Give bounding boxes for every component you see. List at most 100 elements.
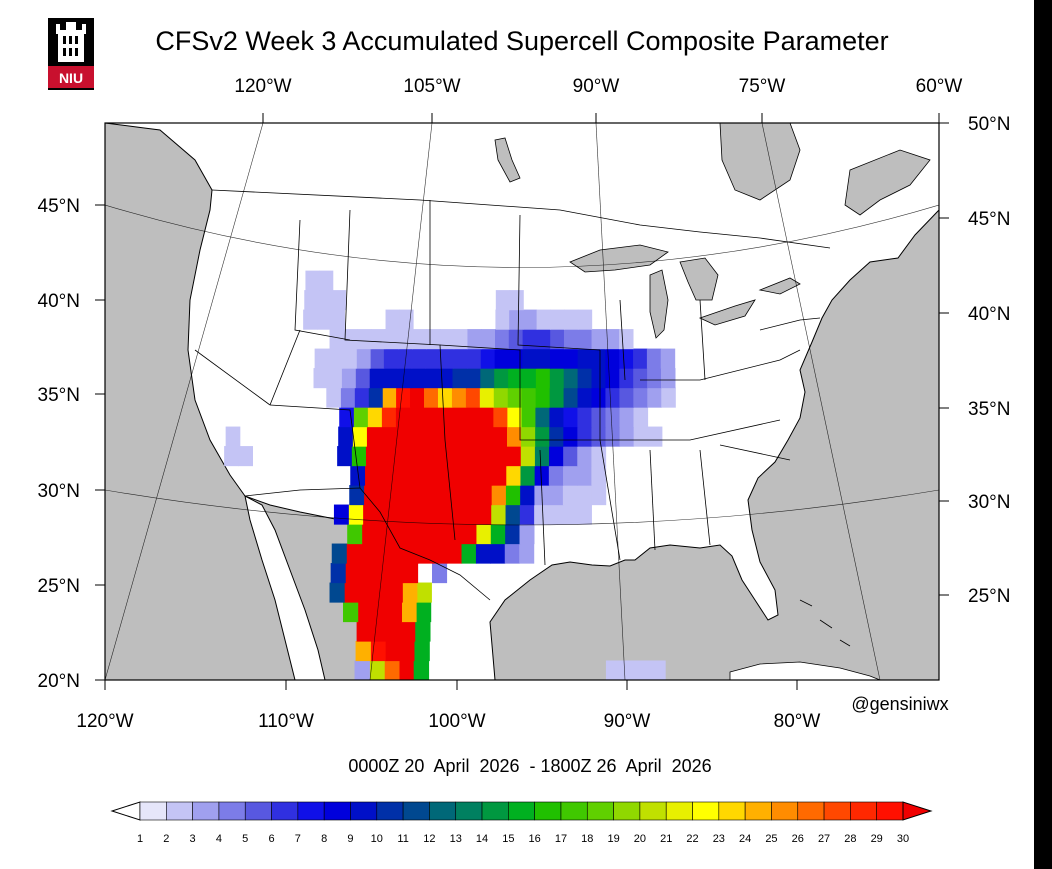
top-lon-label: 75°W <box>739 76 786 97</box>
scp-cell <box>399 309 414 330</box>
scp-cell <box>432 543 448 564</box>
scp-cell <box>535 368 551 389</box>
scp-cell <box>479 387 495 408</box>
scp-cell <box>434 504 449 525</box>
scp-cell <box>418 543 434 564</box>
scp-cell <box>505 504 521 525</box>
scp-cell <box>591 387 607 408</box>
scp-cell <box>392 465 408 486</box>
colorbar-label: 11 <box>397 833 408 845</box>
scp-cell <box>363 485 379 506</box>
scp-cell <box>591 368 606 389</box>
scp-cell <box>549 407 565 428</box>
scp-cell <box>340 387 355 408</box>
scp-cell <box>367 407 382 428</box>
scp-cell <box>521 407 537 428</box>
colorbar-over-arrow <box>902 801 933 821</box>
scp-cell <box>393 446 409 467</box>
scp-cell <box>661 368 676 389</box>
scp-cell <box>379 446 395 467</box>
scp-cell <box>562 504 578 525</box>
scp-cell <box>403 543 419 564</box>
scp-cell <box>434 485 450 506</box>
scp-cell <box>577 426 593 447</box>
scp-cell <box>386 602 403 623</box>
political-borders <box>194 189 831 601</box>
scp-cell <box>389 543 405 564</box>
scp-cell <box>377 485 393 506</box>
logo-red-band <box>48 66 94 88</box>
top-lon-label: 105°W <box>403 76 460 97</box>
scp-cell <box>450 446 465 467</box>
scp-cell <box>436 426 452 447</box>
scp-cell <box>646 348 662 369</box>
scp-cell <box>591 426 607 447</box>
scp-cell <box>342 348 357 369</box>
scp-cell <box>424 387 439 408</box>
scp-cell <box>605 348 620 369</box>
colorbar-label: 24 <box>739 833 751 845</box>
scp-cell <box>448 485 464 506</box>
scp-cell <box>477 485 493 506</box>
scp-cell <box>508 368 523 389</box>
scp-cell <box>591 348 606 369</box>
chart-title: CFSv2 Week 3 Accumulated Supercell Compo… <box>155 26 888 56</box>
scp-cell <box>490 543 506 564</box>
colorbar-swatch <box>823 801 851 821</box>
scp-cell <box>344 582 360 603</box>
colorbar-label: 30 <box>897 833 909 845</box>
scp-cell <box>619 348 634 369</box>
scp-cell <box>356 348 371 369</box>
scp-cell <box>619 368 634 389</box>
colorbar-swatch <box>297 801 325 821</box>
scp-cell <box>591 465 607 486</box>
scp-cell <box>522 309 538 330</box>
scp-cell <box>577 465 592 486</box>
scp-cell <box>619 407 635 428</box>
scp-cell <box>647 368 662 389</box>
image-edge <box>1034 0 1052 869</box>
scp-cell <box>438 368 454 389</box>
scp-cell <box>423 407 438 428</box>
scp-cell <box>369 660 385 680</box>
scp-cell <box>504 543 520 564</box>
scp-cell <box>534 446 550 467</box>
scp-cell <box>384 329 400 350</box>
scp-cell <box>303 76 317 96</box>
scp-cell <box>439 329 455 350</box>
scp-cell <box>450 426 466 447</box>
scp-cell <box>370 348 385 369</box>
scp-cell <box>492 426 508 447</box>
scp-cell <box>466 348 482 369</box>
colorbar-label: 4 <box>216 833 222 845</box>
scp-cell <box>647 426 663 447</box>
scp-cell <box>633 348 648 369</box>
colorbar-swatch <box>692 801 720 821</box>
scp-cell <box>358 582 374 603</box>
niu-logo: NIU <box>48 18 94 90</box>
scp-cell <box>409 407 424 428</box>
st-lawrence <box>844 149 931 216</box>
scp-cell <box>563 426 578 447</box>
scp-cell <box>493 387 509 408</box>
scp-cell <box>495 309 510 330</box>
scp-cell <box>383 348 399 369</box>
scp-cell <box>520 465 536 486</box>
colorbar-swatch <box>350 801 378 821</box>
scp-cell <box>462 504 478 525</box>
scp-cell <box>534 504 550 525</box>
scp-cell <box>407 465 422 486</box>
colorbar-swatch <box>244 801 272 821</box>
scp-cell <box>362 504 378 525</box>
scp-cell <box>548 465 564 486</box>
scp-cell <box>395 407 410 428</box>
scp-cell <box>605 368 620 389</box>
scp-cell <box>478 426 494 447</box>
scp-cell <box>330 309 345 330</box>
scp-cell <box>605 660 622 680</box>
university-tower-icon <box>56 22 86 62</box>
axis-ticks: 120°W 110°W 100°W 90°W 80°W 120°W 105°W 90°W 75°… <box>38 76 1011 732</box>
scp-cell <box>331 543 347 564</box>
colorbar-swatch <box>139 801 167 821</box>
scp-cell <box>536 329 551 350</box>
